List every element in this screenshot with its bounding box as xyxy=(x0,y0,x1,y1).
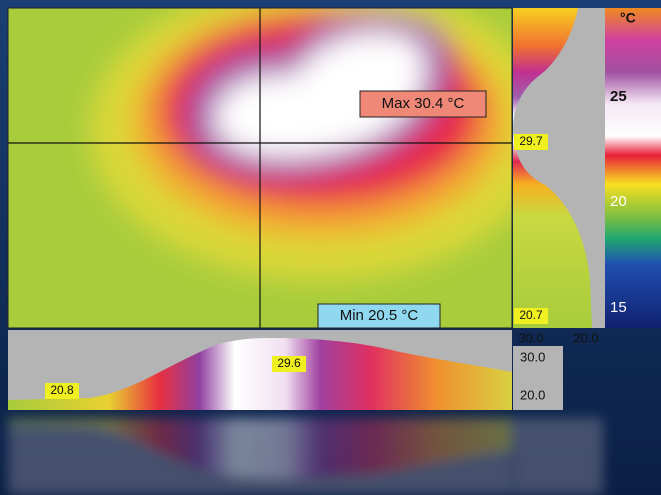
thermal-viewer: Max 30.4 °C Min 20.5 °C 29.7 20.7 30.0 2… xyxy=(0,0,661,495)
scale-tick: 20 xyxy=(610,193,627,210)
scale-tick: 25 xyxy=(610,88,627,105)
horizontal-axis-label: 30.0 xyxy=(520,349,545,364)
vertical-min: 20.7 xyxy=(519,308,543,322)
max-label: Max 30.4 °C xyxy=(382,95,465,112)
scale-tick: 15 xyxy=(610,299,627,316)
vertical-axis-label: 30.0 xyxy=(518,330,543,345)
horizontal-max: 29.6 xyxy=(277,356,301,370)
vertical-axis-label: 20.0 xyxy=(573,330,598,345)
horizontal-min: 20.8 xyxy=(50,383,74,397)
reflection xyxy=(8,418,603,495)
min-label: Min 20.5 °C xyxy=(340,307,419,324)
horizontal-axis-label: 20.0 xyxy=(520,387,545,402)
thermal-image xyxy=(8,0,550,328)
color-scale xyxy=(605,8,661,328)
vertical-value: 29.7 xyxy=(519,134,543,148)
scale-unit: °C xyxy=(620,10,636,26)
